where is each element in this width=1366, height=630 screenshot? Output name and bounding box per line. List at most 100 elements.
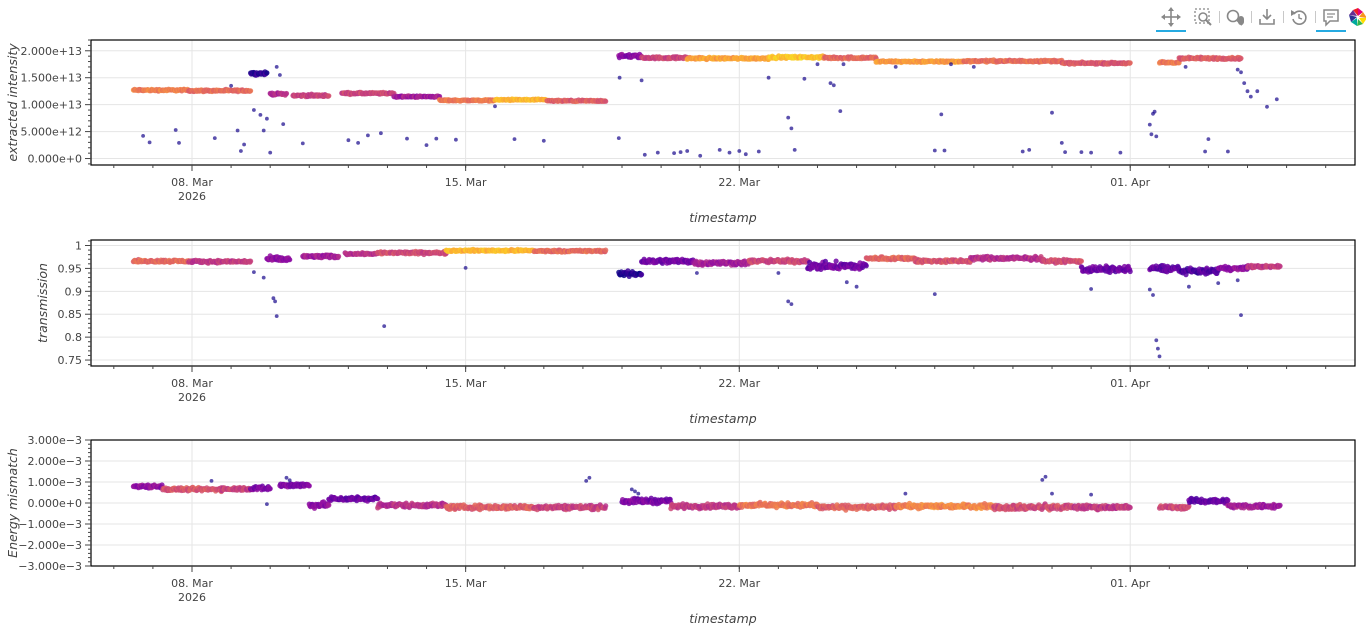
wheel-zoom-tool-button[interactable] xyxy=(1222,6,1248,28)
outlier-point xyxy=(1274,97,1279,102)
outlier-point xyxy=(281,122,286,126)
data-point xyxy=(287,257,293,263)
box-zoom-icon xyxy=(1194,8,1212,26)
outlier-point xyxy=(1147,122,1152,127)
outlier-point xyxy=(685,149,690,153)
y-tick-label: 0.9 xyxy=(65,285,83,298)
outlier-point xyxy=(274,314,279,318)
outlier-point xyxy=(1154,134,1159,139)
outlier-point xyxy=(672,151,676,156)
data-point xyxy=(1238,55,1244,61)
outlier-point xyxy=(786,115,791,120)
save-tool-button[interactable] xyxy=(1254,6,1280,28)
x-tick-label: 08. Mar xyxy=(171,377,213,390)
outlier-point xyxy=(1089,150,1093,155)
outlier-point xyxy=(789,302,794,306)
pan-tool-button[interactable] xyxy=(1156,6,1186,32)
outlier-point xyxy=(252,270,256,274)
hover-tool-button[interactable] xyxy=(1316,6,1346,32)
outlier-point xyxy=(258,113,263,117)
outlier-point xyxy=(1239,313,1243,317)
outlier-point xyxy=(737,149,742,153)
data-point xyxy=(267,486,273,492)
outlier-point xyxy=(405,136,409,141)
x-tick-label: 15. Mar xyxy=(445,176,487,189)
data-point xyxy=(1127,60,1133,66)
outlier-point xyxy=(844,280,849,285)
outlier-point xyxy=(841,62,846,67)
outlier-point xyxy=(173,128,178,132)
data-point xyxy=(603,98,609,104)
outlier-point xyxy=(1152,109,1157,114)
y-tick-label: 0.000e+0 xyxy=(28,153,82,166)
outlier-point xyxy=(463,266,468,270)
outlier-point xyxy=(1242,81,1247,85)
data-point xyxy=(1078,258,1084,264)
outlier-point xyxy=(1187,284,1191,289)
outlier-point xyxy=(382,324,387,328)
outlier-point xyxy=(1157,354,1162,359)
outlier-point xyxy=(512,137,517,142)
hover-icon xyxy=(1323,9,1339,27)
outlier-point xyxy=(1151,293,1155,297)
y-tick-label: 0.8 xyxy=(65,331,83,344)
pan-icon xyxy=(1161,7,1181,27)
outlier-point xyxy=(642,152,647,157)
y-tick-label: 1.500e+13 xyxy=(21,72,82,85)
reset-icon xyxy=(1291,10,1307,25)
data-point xyxy=(1127,268,1133,275)
data-points xyxy=(130,246,1283,359)
outlier-point xyxy=(1226,149,1230,154)
outlier-point xyxy=(1147,287,1152,292)
outlier-point xyxy=(434,136,439,141)
y-tick-label: 0.85 xyxy=(58,308,83,321)
outlier-point xyxy=(239,149,243,153)
data-point xyxy=(603,503,609,509)
outlier-point xyxy=(268,150,273,155)
outlier-point xyxy=(838,109,843,113)
y-tick-label: 2.000e+13 xyxy=(21,45,82,58)
outlier-point xyxy=(1206,137,1211,142)
reset-tool-button[interactable] xyxy=(1286,6,1312,28)
data-point xyxy=(375,496,381,502)
outlier-point xyxy=(1079,150,1084,155)
box-zoom-tool-button[interactable] xyxy=(1190,6,1216,28)
outlier-point xyxy=(346,138,351,143)
outlier-point xyxy=(854,284,859,289)
outlier-point xyxy=(366,133,370,138)
y-axis-label: extracted intensity xyxy=(5,43,20,162)
outlier-point xyxy=(893,65,898,69)
outlier-point xyxy=(1050,110,1054,115)
outlier-point xyxy=(177,141,181,145)
outlier-point xyxy=(1027,148,1032,152)
outlier-point xyxy=(1183,65,1188,69)
y-tick-label: 0.95 xyxy=(58,262,83,275)
data-point xyxy=(326,502,332,508)
outlier-point xyxy=(939,112,944,117)
outlier-point xyxy=(147,140,152,145)
outlier-point xyxy=(278,73,282,77)
outlier-point xyxy=(698,153,703,158)
data-point xyxy=(248,88,254,94)
wheel-zoom-icon xyxy=(1226,9,1244,26)
outlier-point xyxy=(1265,104,1269,109)
bokeh-logo-link[interactable] xyxy=(1347,6,1366,28)
outlier-point xyxy=(655,150,660,155)
data-point xyxy=(326,93,332,99)
outlier-point xyxy=(831,83,836,88)
outlier-point xyxy=(727,150,732,155)
outlier-point xyxy=(493,104,497,109)
plot-toolbar xyxy=(1150,2,1366,32)
outlier-point xyxy=(261,128,266,133)
x-tick-label: 22. Mar xyxy=(718,176,760,189)
x-tick-label: 08. Mar xyxy=(171,176,213,189)
outlier-point xyxy=(252,108,256,112)
data-point xyxy=(283,90,290,97)
outlier-point xyxy=(1235,67,1240,72)
outlier-point xyxy=(1118,150,1123,155)
outlier-point xyxy=(1156,346,1160,351)
